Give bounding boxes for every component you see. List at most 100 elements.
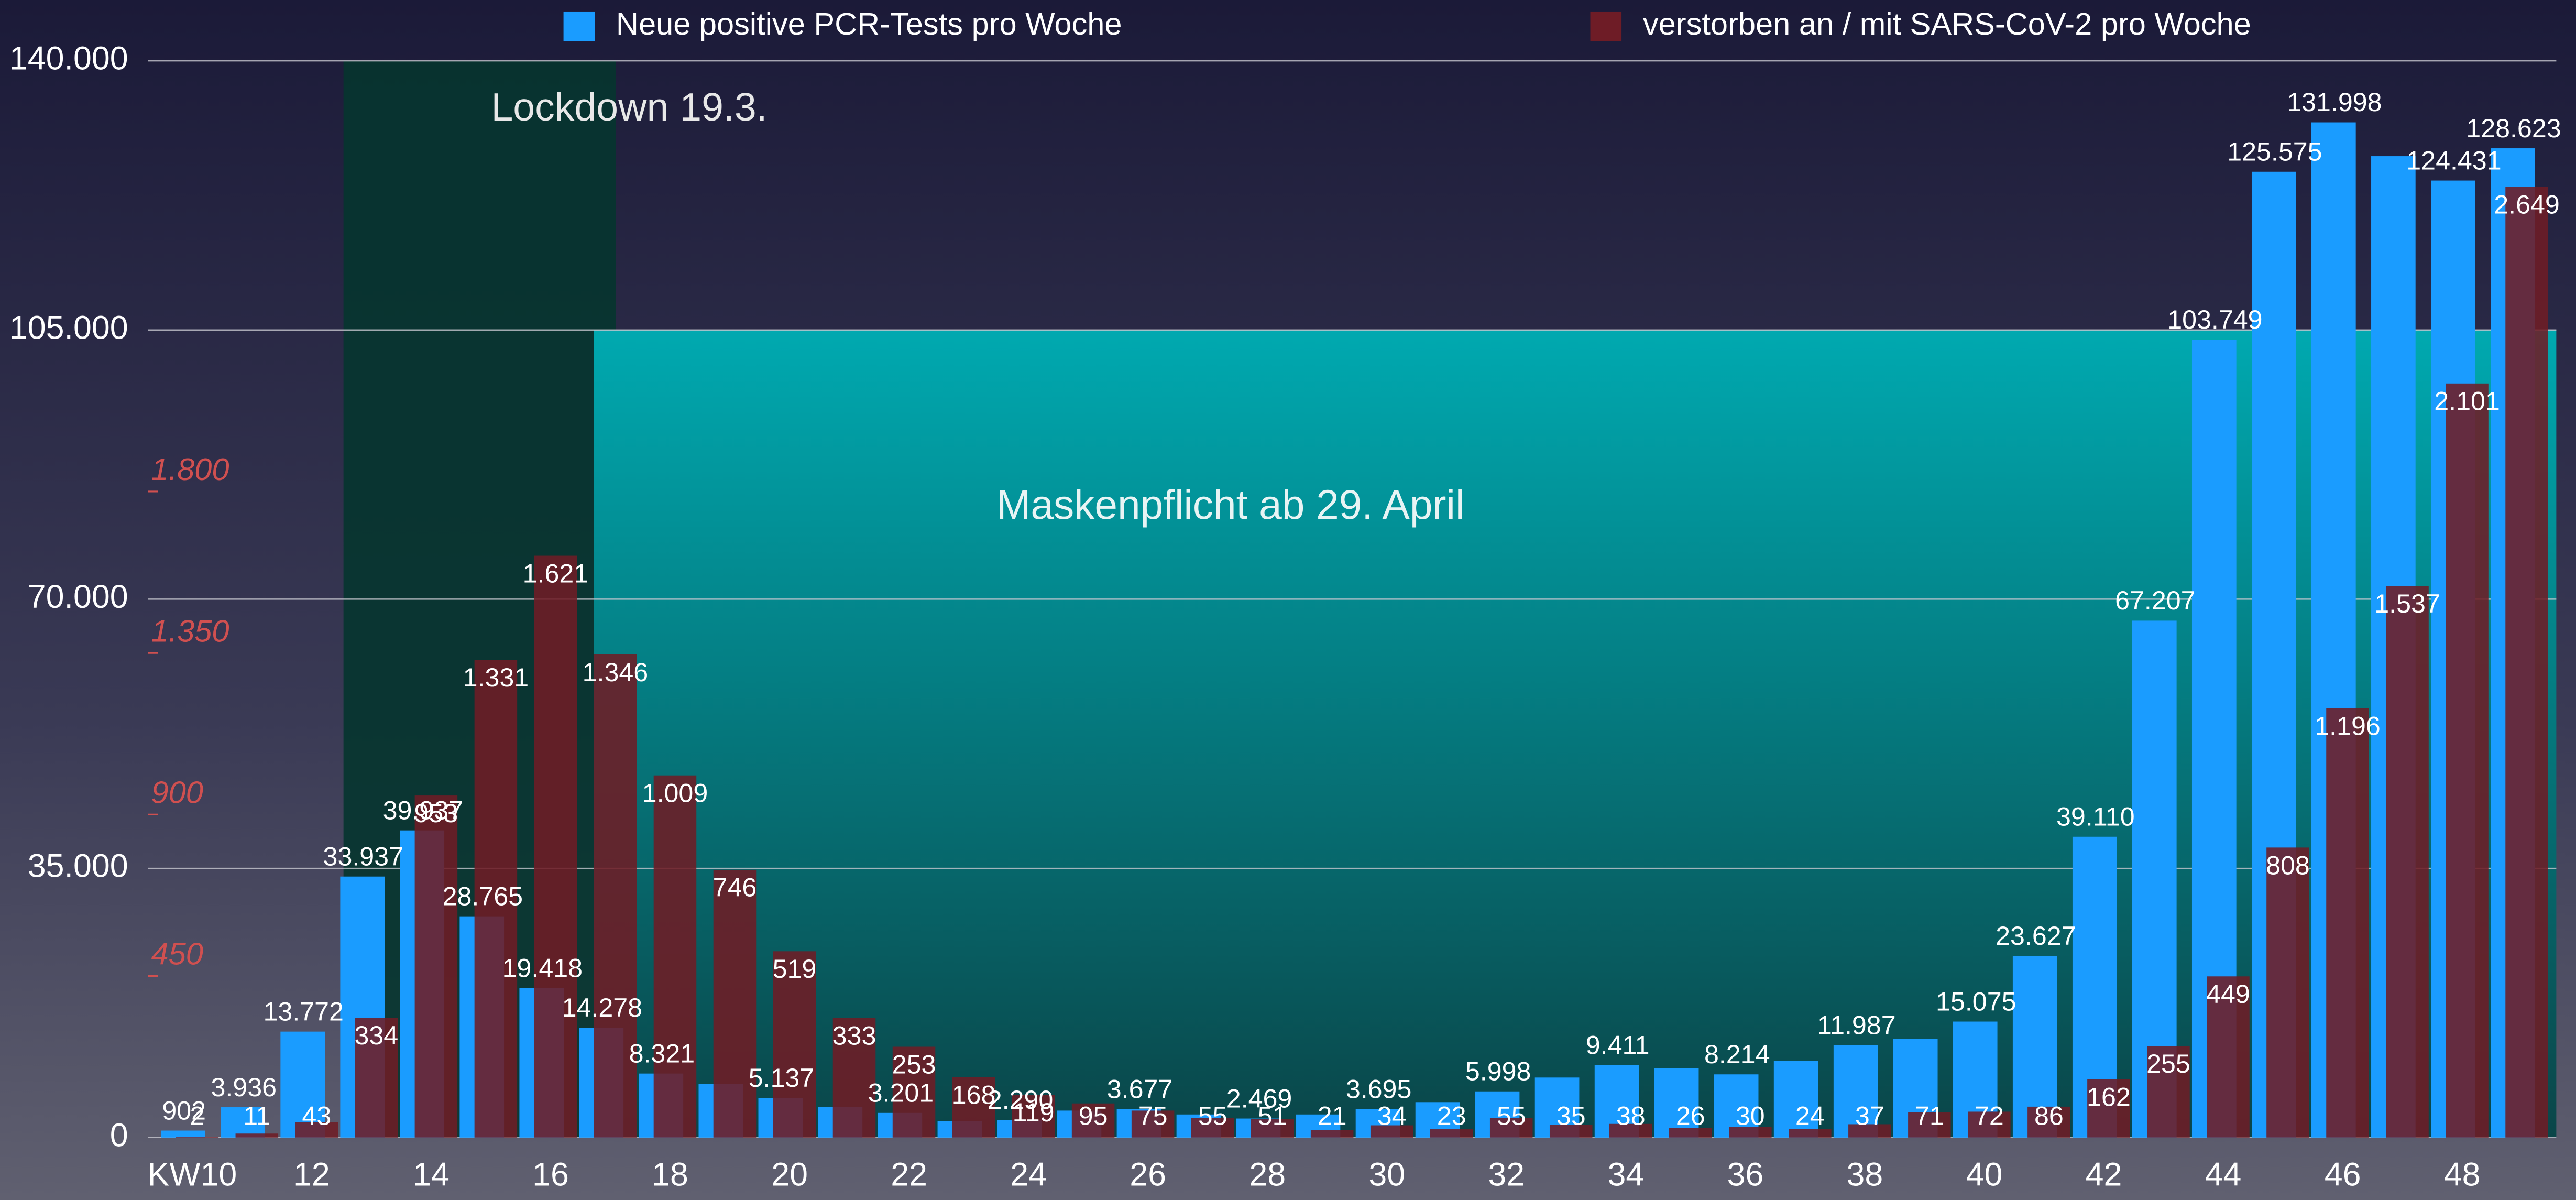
x-tick-label: 18: [652, 1157, 688, 1193]
data-label: 8.214: [1704, 1040, 1770, 1069]
bar: [2207, 976, 2250, 1138]
data-label: 3.677: [1107, 1075, 1173, 1104]
bar: [280, 1031, 325, 1138]
data-label: 168: [952, 1081, 996, 1110]
data-label: 13.772: [264, 997, 344, 1026]
data-label: 3.695: [1346, 1074, 1412, 1104]
bar: [2147, 1046, 2190, 1138]
data-label: 14.278: [562, 993, 642, 1022]
data-label: 55: [1198, 1101, 1227, 1130]
data-label: 103.749: [2167, 305, 2262, 334]
bar: [1131, 1110, 1175, 1138]
data-label: 3.201: [868, 1078, 934, 1108]
legend-swatch: [563, 11, 595, 41]
data-label: 2.469: [1226, 1084, 1292, 1113]
annotation: Maskenpflicht ab 29. April: [996, 482, 1464, 528]
data-label: 1.009: [642, 779, 708, 808]
bar: [773, 951, 816, 1138]
data-label: 808: [2266, 850, 2310, 880]
bar: [2505, 187, 2548, 1138]
x-tick-label: 38: [1847, 1157, 1883, 1193]
bar: [1729, 1127, 1772, 1138]
bar: [235, 1133, 279, 1138]
y2-tick-label: 1.350: [151, 613, 229, 648]
bar: [355, 1018, 398, 1138]
bar: [534, 555, 577, 1138]
data-label: 519: [773, 954, 817, 984]
data-label: 23: [1437, 1101, 1466, 1130]
bar: [2087, 1079, 2130, 1138]
bar: [1669, 1128, 1712, 1138]
data-label: 43: [302, 1101, 331, 1130]
bar: [1012, 1095, 1055, 1138]
y-tick-label: 105.000: [9, 309, 128, 346]
y2-tick-label: 450: [151, 936, 203, 972]
x-tick-label: 26: [1130, 1157, 1166, 1193]
bar: [1968, 1111, 2011, 1138]
bar: [952, 1077, 995, 1138]
x-tick-label: KW10: [148, 1157, 237, 1193]
x-tick-label: 44: [2205, 1157, 2242, 1193]
x-tick-label: 48: [2444, 1157, 2481, 1193]
x-tick-label: 24: [1010, 1157, 1047, 1193]
bar: [1773, 1061, 1818, 1138]
data-label: 902: [162, 1096, 206, 1125]
x-tick-label: 16: [532, 1157, 569, 1193]
bar: [1549, 1125, 1593, 1138]
bar: [832, 1018, 876, 1138]
data-label: 333: [832, 1021, 876, 1051]
annotation: Lockdown 19.3.: [491, 85, 767, 129]
bar: [1848, 1124, 1891, 1138]
x-tick-label: 42: [2086, 1157, 2122, 1193]
bar: [713, 869, 757, 1138]
bar: [1654, 1068, 1699, 1138]
data-label: 51: [1258, 1101, 1287, 1130]
legend-label: verstorben an / mit SARS-CoV-2 pro Woche: [1643, 6, 2251, 41]
data-label: 28.765: [443, 881, 523, 911]
bar: [1071, 1103, 1115, 1138]
bar: [594, 654, 637, 1138]
data-label: 86: [2034, 1101, 2064, 1130]
data-label: 2.101: [2434, 387, 2500, 416]
data-label: 8.321: [629, 1039, 695, 1068]
data-label: 124.431: [2406, 146, 2501, 175]
data-label: 34: [1377, 1101, 1407, 1130]
bar: [1310, 1130, 1354, 1138]
bar: [1430, 1129, 1473, 1138]
bar: [161, 1130, 205, 1138]
data-label: 162: [2087, 1083, 2131, 1112]
x-tick-label: 32: [1488, 1157, 1525, 1193]
data-label: 125.575: [2227, 137, 2322, 167]
data-label: 1.621: [523, 559, 589, 588]
x-tick-label: 34: [1607, 1157, 1644, 1193]
bar: [1789, 1129, 1832, 1138]
data-label: 119: [1013, 1098, 1055, 1127]
y-tick-label: 70.000: [28, 579, 128, 615]
legend-swatch: [1590, 11, 1622, 41]
bar: [1191, 1118, 1234, 1138]
data-label: 746: [713, 873, 757, 902]
bar: [1370, 1125, 1413, 1138]
data-label: 39.937: [383, 795, 463, 825]
data-label: 35: [1556, 1101, 1586, 1130]
x-tick-label: 12: [293, 1157, 330, 1193]
x-tick-label: 40: [1966, 1157, 2003, 1193]
data-label: 19.418: [502, 954, 583, 983]
data-label: 131.998: [2287, 88, 2382, 117]
data-label: 37: [1855, 1101, 1884, 1130]
bar: [1833, 1045, 1878, 1138]
data-label: 2.649: [2494, 190, 2560, 219]
data-label: 26: [1676, 1101, 1705, 1130]
data-label: 72: [1975, 1101, 2004, 1130]
data-label: 5.137: [749, 1063, 815, 1093]
x-tick-label: 30: [1368, 1157, 1405, 1193]
y-tick-label: 0: [110, 1117, 128, 1153]
data-label: 9.411: [1586, 1030, 1650, 1060]
data-label: 3.936: [211, 1073, 277, 1102]
data-label: 75: [1138, 1101, 1168, 1130]
y2-tick-label: 900: [151, 774, 203, 810]
data-label: 11: [243, 1101, 270, 1130]
data-label: 15.075: [1936, 987, 2016, 1016]
bar: [2266, 847, 2309, 1138]
